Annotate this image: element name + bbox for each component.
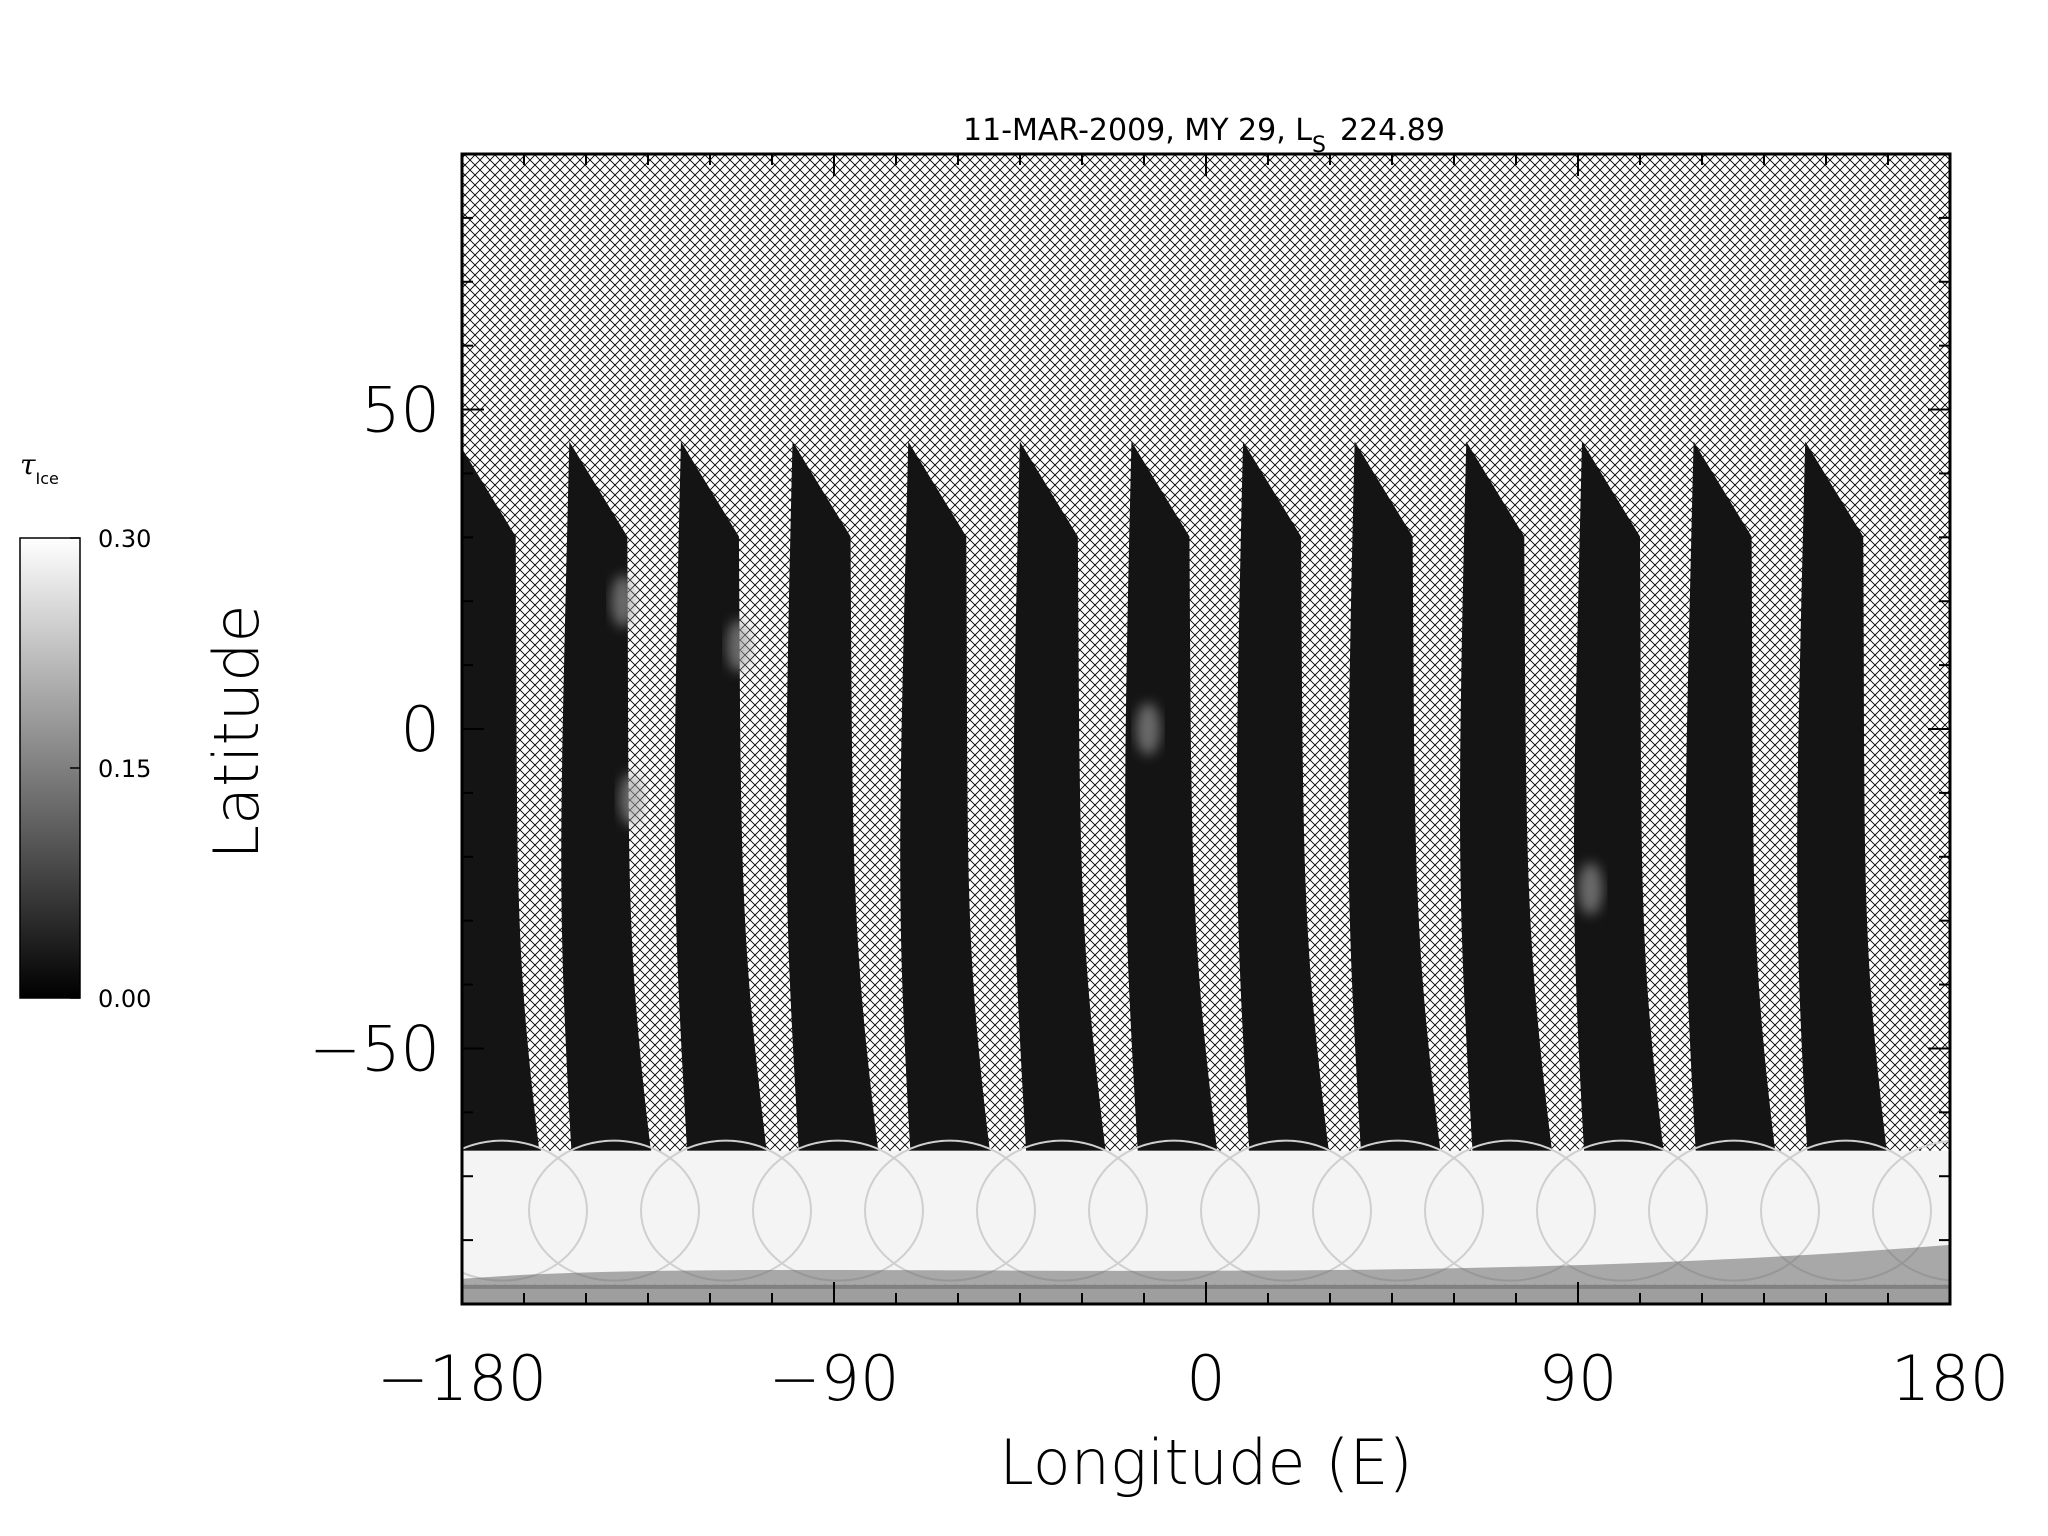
x-tick-label: 90 — [1539, 1342, 1618, 1415]
orbit-swath-edge — [462, 760, 532, 1158]
x-axis-label: Longitude (E) — [999, 1426, 1412, 1499]
colorbar-ticks: 0.00 0.15 0.30 — [70, 525, 151, 1013]
data-layer — [462, 441, 1950, 1304]
orbit-swath — [561, 441, 652, 1159]
colorbar-tick-label: 0.00 — [98, 985, 151, 1013]
ice-cloud-feature — [611, 575, 636, 628]
ice-cloud-feature — [726, 619, 751, 672]
orbit-swath — [786, 441, 880, 1159]
colorbar-label-subscript: Ice — [36, 469, 59, 488]
orbit-swath — [1797, 441, 1888, 1159]
x-tick-label: −180 — [377, 1342, 547, 1415]
y-axis-label: Latitude — [200, 604, 273, 859]
y-tick-label: 50 — [361, 374, 440, 447]
colorbar-label: τIce — [20, 448, 59, 488]
x-tick-label: 180 — [1891, 1342, 2009, 1415]
colorbar-tick-label: 0.30 — [98, 525, 151, 553]
colorbar-tick-label: 0.15 — [98, 755, 151, 783]
orbit-swath — [1685, 441, 1777, 1159]
title-value: 224.89 — [1340, 113, 1445, 148]
y-tick-label: 0 — [401, 693, 440, 766]
colorbar: τIce 0.00 0.15 0.30 — [19, 448, 151, 1013]
polar-hood-shadow — [462, 1244, 1950, 1289]
orbit-swath — [1460, 441, 1553, 1159]
y-tick-label: −50 — [309, 1012, 440, 1085]
orbit-swath — [1348, 441, 1442, 1159]
title-main: 11-MAR-2009, MY 29, L — [963, 113, 1312, 148]
orbit-swath — [674, 441, 768, 1159]
orbit-swath — [1125, 441, 1219, 1159]
tick-labels: −180 −90 0 90 180 −50 0 50 — [309, 374, 2009, 1415]
ice-cloud-feature — [1136, 703, 1161, 755]
orbit-swath — [1236, 441, 1330, 1159]
polar-hood-arc — [1872, 1139, 1950, 1282]
ice-cloud-feature — [619, 773, 644, 826]
x-tick-label: 0 — [1186, 1342, 1225, 1415]
ice-cloud-feature — [1578, 862, 1603, 915]
x-tick-label: −90 — [769, 1342, 900, 1415]
orbit-swath — [1573, 441, 1665, 1159]
orbit-swath — [1013, 441, 1107, 1159]
orbit-swath — [900, 441, 991, 1159]
axis-ticks — [461, 153, 1951, 1305]
colorbar-tau: τ — [20, 448, 36, 481]
title-subscript: S — [1312, 133, 1326, 158]
chart-title: 11-MAR-2009, MY 29, LS 224.89 — [963, 113, 1445, 158]
